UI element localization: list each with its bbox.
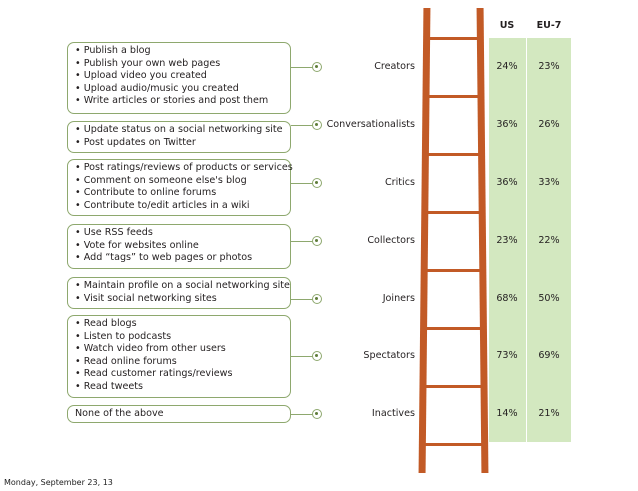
activity-item: Comment on someone else's blog — [75, 175, 284, 188]
eu-value: 69% — [538, 350, 560, 361]
activity-item: Maintain profile on a social networking … — [75, 280, 290, 293]
activity-item: Read customer ratings/reviews — [75, 368, 284, 381]
eu-column-header: EU-7 — [536, 20, 562, 31]
activity-item: Post ratings/reviews of products or serv… — [75, 162, 293, 175]
ladder-rung — [424, 95, 482, 98]
category-label: Critics — [384, 177, 415, 188]
activity-item: Add “tags” to web pages or photos — [75, 252, 284, 265]
eu-value: 33% — [538, 177, 560, 188]
us-value: 73% — [496, 350, 518, 361]
ladder-rung — [424, 37, 482, 40]
us-value: 23% — [496, 235, 518, 246]
ladder-rung — [424, 327, 482, 330]
ladder-rung — [424, 211, 482, 214]
activity-item: Update status on a social networking sit… — [75, 124, 284, 137]
connector-line — [291, 67, 315, 68]
us-value: 24% — [496, 61, 518, 72]
activity-item: Listen to podcasts — [75, 331, 284, 344]
activity-item: Contribute to online forums — [75, 187, 284, 200]
ladder-rung — [424, 269, 482, 272]
activity-item: Upload audio/music you created — [75, 83, 284, 96]
bullseye-icon — [312, 178, 322, 188]
activity-box-spectators: Read blogs Listen to podcasts Watch vide… — [67, 315, 291, 398]
activity-item: Vote for websites online — [75, 240, 284, 253]
activity-item: Read tweets — [75, 381, 284, 394]
activity-box-inactives: None of the above — [67, 405, 291, 423]
activity-item: Use RSS feeds — [75, 227, 284, 240]
category-label: Conversationalists — [326, 119, 415, 130]
connector-line — [291, 183, 315, 184]
ladder-left-rail — [418, 8, 431, 473]
category-label: Inactives — [371, 408, 415, 419]
activity-item: Post updates on Twitter — [75, 137, 284, 150]
eu-value: 23% — [538, 61, 560, 72]
activity-box-creators: Publish a blog Publish your own web page… — [67, 42, 291, 114]
us-value: 68% — [496, 293, 518, 304]
slide-footer-date: Monday, September 23, 13 — [4, 478, 113, 487]
eu-value: 21% — [538, 408, 560, 419]
connector-line — [291, 125, 315, 126]
bullseye-icon — [312, 409, 322, 419]
eu-value: 26% — [538, 119, 560, 130]
bullseye-icon — [312, 236, 322, 246]
activity-item: Read online forums — [75, 356, 284, 369]
activity-item: Publish your own web pages — [75, 58, 284, 71]
connector-line — [291, 356, 315, 357]
bullseye-icon — [312, 62, 322, 72]
bullseye-icon — [312, 120, 322, 130]
activity-item: Publish a blog — [75, 45, 284, 58]
activity-item: Read blogs — [75, 318, 284, 331]
us-value: 36% — [496, 119, 518, 130]
activity-item: None of the above — [75, 408, 164, 419]
activity-box-critics: Post ratings/reviews of products or serv… — [67, 159, 293, 216]
activity-item: Contribute to/edit articles in a wiki — [75, 200, 284, 213]
activity-item: Watch video from other users — [75, 343, 284, 356]
category-label: Collectors — [367, 235, 415, 246]
category-label: Creators — [374, 61, 415, 72]
activity-box-joiners: Maintain profile on a social networking … — [67, 277, 291, 309]
bullseye-icon — [312, 294, 322, 304]
activity-item: Write articles or stories and post them — [75, 95, 284, 108]
us-value: 14% — [496, 408, 518, 419]
activity-item: Visit social networking sites — [75, 293, 284, 306]
connector-line — [291, 414, 315, 415]
connector-line — [291, 299, 315, 300]
ladder-rung — [424, 153, 482, 156]
activity-box-conversationalists: Update status on a social networking sit… — [67, 121, 291, 153]
activity-item: Upload video you created — [75, 70, 284, 83]
connector-line — [291, 241, 315, 242]
eu-value: 22% — [538, 235, 560, 246]
us-column-background — [489, 38, 526, 442]
category-label: Spectators — [363, 350, 415, 361]
ladder-rung — [424, 443, 482, 446]
ladder-rung — [424, 385, 482, 388]
us-column-header: US — [499, 20, 515, 31]
us-value: 36% — [496, 177, 518, 188]
bullseye-icon — [312, 351, 322, 361]
eu-column-background — [527, 38, 571, 442]
eu-value: 50% — [538, 293, 560, 304]
activity-box-collectors: Use RSS feeds Vote for websites online A… — [67, 224, 291, 269]
category-label: Joiners — [382, 293, 415, 304]
